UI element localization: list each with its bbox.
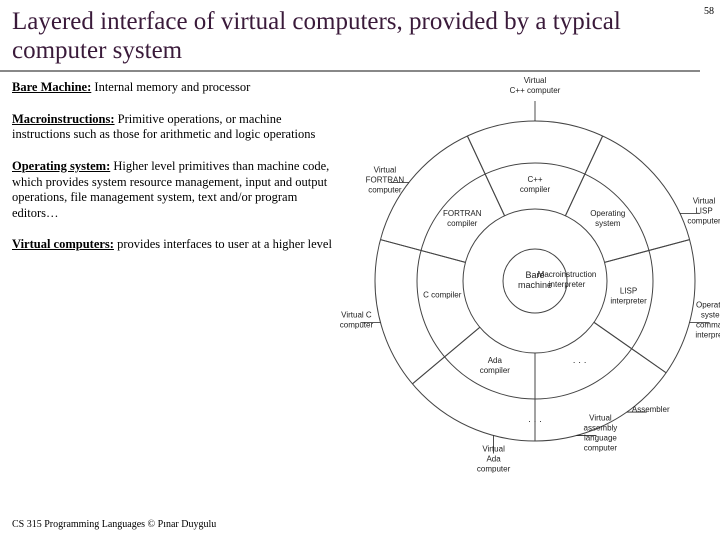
layered-diagram: BaremachineMacroinstructioninterpreterC+… [340,66,720,496]
definition-item: Macroinstructions: Primitive operations,… [12,112,332,143]
svg-text:C++compiler: C++compiler [520,175,551,194]
svg-text:Assembler: Assembler [632,405,670,414]
svg-text:VirtualAdacomputer: VirtualAdacomputer [477,445,511,474]
slide-footer: CS 315 Programming Languages © Pınar Duy… [12,519,216,530]
svg-text:Virtual Ccomputer: Virtual Ccomputer [340,310,373,329]
svg-text:VirtualFORTRANcomputer: VirtualFORTRANcomputer [366,165,405,194]
definitions-column: Bare Machine: Internal memory and proces… [12,80,332,269]
svg-text:Adacompiler: Adacompiler [480,356,511,375]
svg-text:· · ·: · · · [573,357,587,367]
svg-text:VirtualLISPcomputer: VirtualLISPcomputer [687,196,720,225]
svg-text:C compiler: C compiler [423,291,462,300]
svg-text:Operatingsystem: Operatingsystem [590,209,625,228]
svg-text:Operatingsystemcommandinterpre: Operatingsystemcommandinterpreter [695,300,720,339]
page-number: 58 [704,6,714,17]
svg-text:VirtualC++ computer: VirtualC++ computer [510,76,561,95]
definition-item: Bare Machine: Internal memory and proces… [12,80,332,96]
svg-text:· · ·: · · · [528,416,542,426]
svg-text:FORTRANcompiler: FORTRANcompiler [443,209,482,228]
definition-item: Virtual computers: provides interfaces t… [12,237,332,253]
svg-text:Virtualassemblylanguagecompute: Virtualassemblylanguagecomputer [584,414,618,453]
definition-item: Operating system: Higher level primitive… [12,159,332,222]
svg-text:LISPinterpreter: LISPinterpreter [610,286,647,305]
slide-title: Layered interface of virtual computers, … [0,0,700,72]
